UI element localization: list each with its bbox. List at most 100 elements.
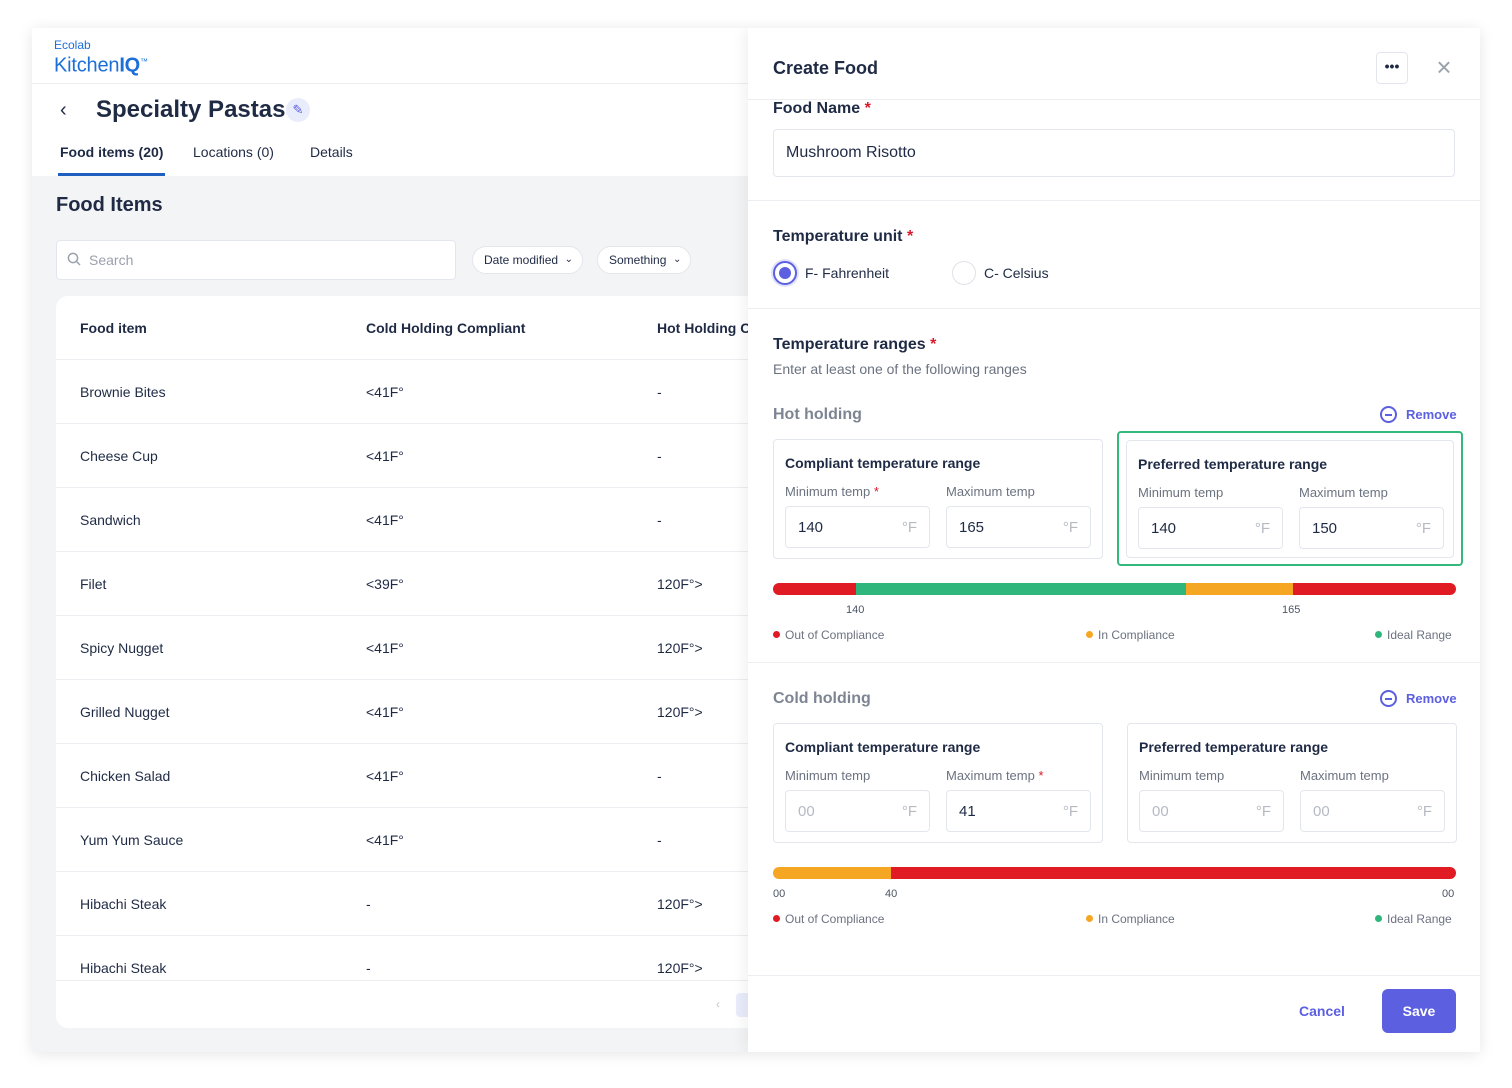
legend-dot — [1086, 915, 1093, 922]
drawer-title: Create Food — [773, 58, 879, 78]
fahrenheit-radio[interactable] — [773, 261, 797, 285]
tab-label: Food items (20) — [60, 144, 164, 160]
search-input[interactable] — [89, 241, 449, 279]
more-options-icon[interactable]: ••• — [1376, 52, 1408, 84]
table-row[interactable]: Brownie Bites <41F° - — [56, 359, 796, 423]
table-row[interactable]: Yum Yum Sauce <41F° - — [56, 807, 796, 871]
celsius-label[interactable]: C- Celsius — [984, 265, 1049, 281]
input-value: 140 — [798, 519, 824, 536]
cold-preferred-max-input[interactable]: 00 °F — [1300, 790, 1445, 832]
bar-segment-out-of-compliance — [773, 583, 856, 595]
food-name-cell: Filet — [80, 576, 107, 592]
hot-preferred-max-input[interactable]: 150 °F — [1299, 507, 1444, 549]
tab-details[interactable]: Details — [310, 144, 353, 176]
food-items-table: Food item Cold Holding Compliant Hot Hol… — [56, 296, 796, 1028]
cold-preferred-min-input[interactable]: 00 °F — [1139, 790, 1284, 832]
search-icon — [67, 252, 81, 266]
column-header-cold-holding[interactable]: Cold Holding Compliant — [366, 320, 526, 336]
page-title: Specialty Pastas — [96, 96, 286, 123]
temperature-ranges-helper: Enter at least one of the following rang… — [773, 361, 1027, 377]
table-row[interactable]: Grilled Nugget <41F° 120F°> — [56, 679, 796, 743]
cold-holding-range-bar — [773, 867, 1456, 879]
hot-holding-cell: 120F°> — [657, 896, 703, 912]
min-temp-label: Minimum temp — [1139, 768, 1225, 783]
max-temp-label: Maximum temp — [1299, 485, 1388, 500]
required-asterisk: * — [930, 336, 937, 353]
max-temp-label: Maximum temp * — [946, 768, 1044, 783]
input-placeholder: 00 — [1313, 803, 1330, 820]
bar-segment-ideal-range — [856, 583, 1186, 595]
cold-holding-remove-button[interactable]: Remove — [1380, 690, 1457, 707]
column-header-hot-holding[interactable]: Hot Holding Co — [657, 320, 759, 336]
table-row[interactable]: Chicken Salad <41F° - — [56, 743, 796, 807]
hot-holding-cell: - — [657, 448, 662, 464]
input-value: 150 — [1312, 520, 1338, 537]
food-name-cell: Hibachi Steak — [80, 896, 167, 912]
required-asterisk: * — [873, 484, 879, 499]
search-box — [56, 240, 456, 280]
column-header-food-item[interactable]: Food item — [80, 320, 147, 336]
required-asterisk: * — [864, 100, 871, 117]
food-name-cell: Spicy Nugget — [80, 640, 164, 656]
table-row[interactable]: Cheese Cup <41F° - — [56, 423, 796, 487]
legend-out-of-compliance: Out of Compliance — [773, 628, 884, 642]
unit-suffix: °F — [1062, 803, 1078, 820]
max-temp-label: Maximum temp — [1300, 768, 1389, 783]
table-row[interactable]: Filet <39F° 120F°> — [56, 551, 796, 615]
min-temp-label: Minimum temp — [785, 768, 871, 783]
bar-tick-label: 165 — [1282, 604, 1301, 616]
cold-holding-cell: <41F° — [366, 640, 404, 656]
back-arrow-icon[interactable]: ‹ — [60, 99, 67, 121]
cold-compliant-range-box: Compliant temperature range Minimum temp… — [773, 723, 1103, 843]
table-row[interactable]: Spicy Nugget <41F° 120F°> — [56, 615, 796, 679]
food-name-label: Food Name * — [773, 100, 871, 118]
input-placeholder: 00 — [798, 803, 815, 820]
legend-label: Out of Compliance — [785, 912, 885, 926]
pagination-prev-icon[interactable]: ‹ — [716, 997, 720, 1011]
food-name-cell: Hibachi Steak — [80, 960, 167, 976]
something-filter[interactable]: Something ⌄ — [597, 246, 692, 274]
unit-suffix: °F — [1062, 519, 1078, 536]
celsius-radio[interactable] — [952, 261, 976, 285]
food-name-cell: Brownie Bites — [80, 384, 166, 400]
unit-suffix: °F — [901, 803, 917, 820]
cold-compliant-max-input[interactable]: 41 °F — [946, 790, 1091, 832]
tab-food-items[interactable]: Food items (20) — [58, 144, 166, 176]
cold-holding-cell: <41F° — [366, 512, 404, 528]
hot-preferred-range-box: Preferred temperature range Minimum temp… — [1117, 431, 1463, 566]
food-name-cell: Chicken Salad — [80, 768, 171, 784]
hot-preferred-min-input[interactable]: 140 °F — [1138, 507, 1283, 549]
hot-holding-cell: 120F°> — [657, 960, 703, 976]
legend-ideal-range: Ideal Range — [1375, 628, 1452, 642]
hot-compliant-max-input[interactable]: 165 °F — [946, 506, 1091, 548]
active-tab-underline — [58, 173, 166, 176]
logo-line-1: Ecolab — [54, 38, 91, 52]
tab-label: Locations (0) — [193, 144, 274, 160]
cold-compliant-min-input[interactable]: 00 °F — [785, 790, 930, 832]
hot-holding-cell: 120F°> — [657, 640, 703, 656]
table-row[interactable]: Hibachi Steak - 120F°> — [56, 871, 796, 935]
date-modified-filter[interactable]: Date modified ⌄ — [472, 246, 584, 274]
edit-pencil-icon[interactable]: ✎ — [286, 98, 310, 122]
hot-compliant-min-input[interactable]: 140 °F — [785, 506, 930, 548]
table-row[interactable]: Hibachi Steak - 120F°> — [56, 935, 796, 999]
divider — [748, 662, 1480, 663]
legend-label: In Compliance — [1098, 628, 1175, 642]
cold-holding-cell: - — [366, 896, 371, 912]
input-value: 140 — [1151, 520, 1177, 537]
food-name-input[interactable]: Mushroom Risotto — [773, 129, 1455, 177]
save-button[interactable]: Save — [1382, 989, 1456, 1033]
fahrenheit-label[interactable]: F- Fahrenheit — [805, 265, 890, 281]
hot-holding-remove-button[interactable]: Remove — [1380, 406, 1457, 423]
logo-word-kitchen: Kitchen — [54, 54, 120, 77]
cold-holding-cell: <41F° — [366, 384, 404, 400]
legend-dot — [1375, 631, 1382, 638]
cancel-button[interactable]: Cancel — [1299, 1003, 1345, 1019]
remove-label: Remove — [1406, 691, 1457, 706]
tab-locations[interactable]: Locations (0) — [193, 144, 274, 176]
required-asterisk: * — [1038, 768, 1044, 783]
legend-label: Out of Compliance — [785, 628, 885, 642]
table-row[interactable]: Sandwich <41F° - — [56, 487, 796, 551]
cold-holding-title: Cold holding — [773, 690, 871, 707]
close-icon[interactable]: × — [1436, 52, 1452, 82]
